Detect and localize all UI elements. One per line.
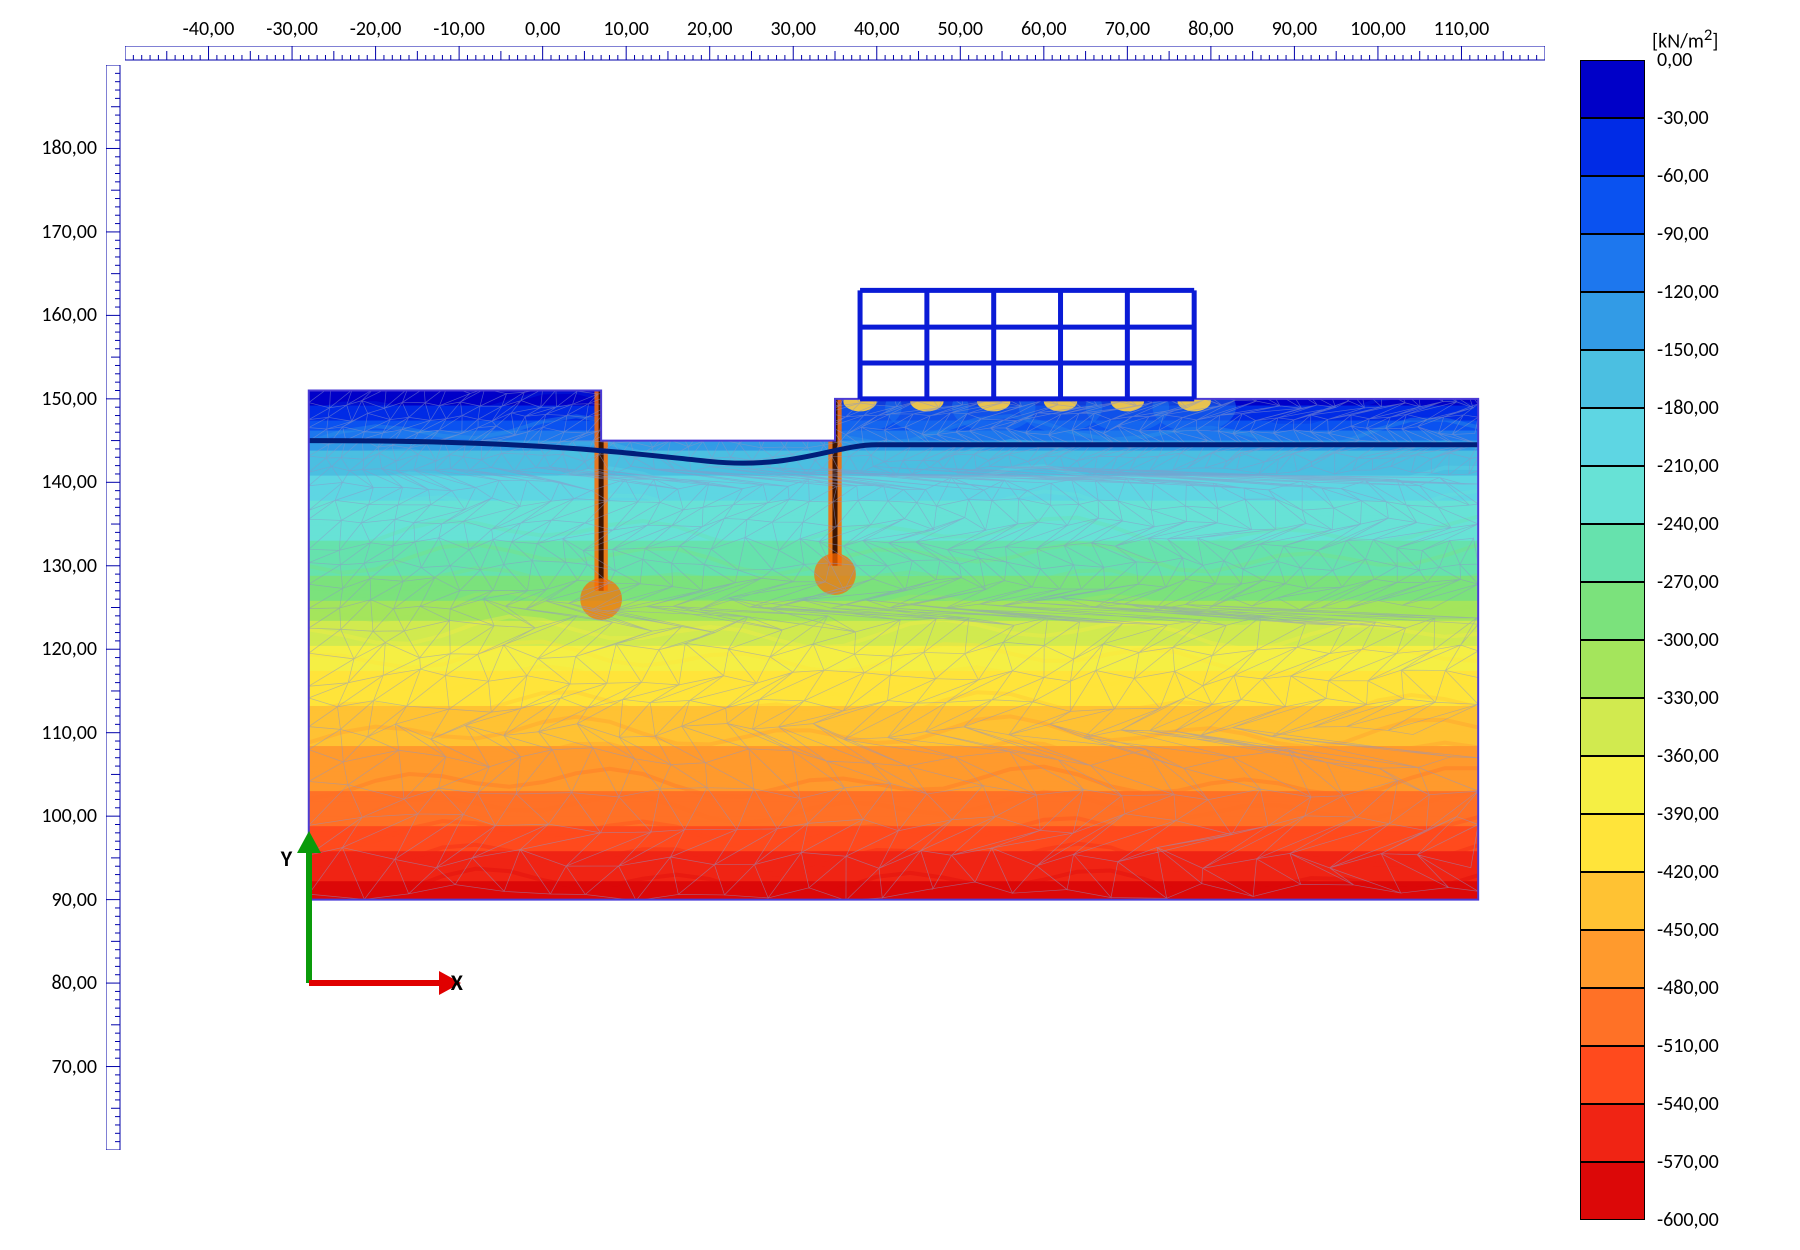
legend-swatch xyxy=(1580,118,1645,176)
y-tick-label: 180,00 xyxy=(35,136,97,160)
legend-label: -30,00 xyxy=(1657,106,1709,130)
legend-swatch xyxy=(1580,756,1645,814)
y-tick-label: 150,00 xyxy=(35,387,97,411)
x-axis-arrow xyxy=(309,980,439,986)
x-tick-label: 90,00 xyxy=(1272,17,1318,41)
legend-swatch xyxy=(1580,408,1645,466)
x-ruler xyxy=(125,46,1545,62)
x-tick-label: 70,00 xyxy=(1105,17,1151,41)
y-tick-label: 80,00 xyxy=(35,971,97,995)
y-tick-label: 90,00 xyxy=(35,888,97,912)
y-ruler xyxy=(106,65,122,1150)
x-tick-label: -10,00 xyxy=(433,17,485,41)
y-tick-label: 110,00 xyxy=(35,721,97,745)
legend-label: -300,00 xyxy=(1657,628,1719,652)
legend-swatch xyxy=(1580,350,1645,408)
x-tick-label: 60,00 xyxy=(1021,17,1067,41)
legend-swatch xyxy=(1580,466,1645,524)
legend-swatch xyxy=(1580,988,1645,1046)
y-axis-label: Y xyxy=(281,845,292,872)
legend-label: -600,00 xyxy=(1657,1208,1719,1232)
legend-swatch xyxy=(1580,176,1645,234)
legend-swatch xyxy=(1580,234,1645,292)
y-tick-label: 160,00 xyxy=(35,303,97,327)
legend-label: -540,00 xyxy=(1657,1092,1719,1116)
legend-label: -90,00 xyxy=(1657,222,1709,246)
y-axis-arrow xyxy=(306,853,312,983)
x-tick-label: -30,00 xyxy=(266,17,318,41)
legend-swatch xyxy=(1580,582,1645,640)
x-tick-label: 50,00 xyxy=(938,17,984,41)
y-tick-label: 140,00 xyxy=(35,470,97,494)
legend-swatch xyxy=(1580,872,1645,930)
x-tick-label: 10,00 xyxy=(603,17,649,41)
legend-label: -150,00 xyxy=(1657,338,1719,362)
x-axis-label: X xyxy=(451,969,463,996)
legend-label: -120,00 xyxy=(1657,280,1719,304)
legend-label: -360,00 xyxy=(1657,744,1719,768)
y-tick-label: 120,00 xyxy=(35,637,97,661)
legend-label: -390,00 xyxy=(1657,802,1719,826)
legend-swatch xyxy=(1580,698,1645,756)
x-tick-label: 110,00 xyxy=(1434,17,1490,41)
legend-label: -420,00 xyxy=(1657,860,1719,884)
legend-label: -180,00 xyxy=(1657,396,1719,420)
legend-label: -60,00 xyxy=(1657,164,1709,188)
x-tick-label: 40,00 xyxy=(854,17,900,41)
legend-swatch xyxy=(1580,1046,1645,1104)
x-tick-label: -40,00 xyxy=(183,17,235,41)
legend-label: -240,00 xyxy=(1657,512,1719,536)
legend-swatch xyxy=(1580,292,1645,350)
y-tick-label: 170,00 xyxy=(35,220,97,244)
x-tick-label: 0,00 xyxy=(525,17,560,41)
legend-label: -330,00 xyxy=(1657,686,1719,710)
legend-label: 0,00 xyxy=(1657,48,1692,72)
legend-swatch xyxy=(1580,60,1645,118)
x-tick-label: 20,00 xyxy=(687,17,733,41)
legend-label: -270,00 xyxy=(1657,570,1719,594)
legend-label: -210,00 xyxy=(1657,454,1719,478)
legend-swatch xyxy=(1580,1104,1645,1162)
y-tick-label: 130,00 xyxy=(35,554,97,578)
legend-swatch xyxy=(1580,930,1645,988)
legend-swatch xyxy=(1580,524,1645,582)
fem-contour-plot xyxy=(125,65,1545,1150)
x-tick-label: -20,00 xyxy=(350,17,402,41)
page-canvas: Y X [kN/m2] 0,00-30,00-60,00-90,00-120,0… xyxy=(0,0,1800,1250)
x-tick-label: 80,00 xyxy=(1188,17,1234,41)
y-tick-label: 70,00 xyxy=(35,1055,97,1079)
legend-swatch xyxy=(1580,814,1645,872)
x-tick-label: 100,00 xyxy=(1350,17,1406,41)
legend-label: -480,00 xyxy=(1657,976,1719,1000)
legend-swatch xyxy=(1580,640,1645,698)
legend-label: -450,00 xyxy=(1657,918,1719,942)
legend-label: -510,00 xyxy=(1657,1034,1719,1058)
y-tick-label: 100,00 xyxy=(35,804,97,828)
x-tick-label: 30,00 xyxy=(770,17,816,41)
legend-swatch xyxy=(1580,1162,1645,1220)
legend-label: -570,00 xyxy=(1657,1150,1719,1174)
